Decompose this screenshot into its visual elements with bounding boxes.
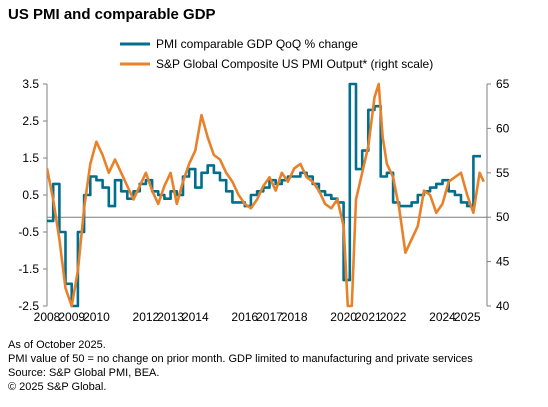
right-tick-label: 55	[496, 166, 510, 180]
series-layer	[47, 82, 485, 308]
x-tick-label: 2024	[429, 310, 456, 324]
series-line-pmi	[47, 82, 485, 308]
right-tick-label: 60	[496, 121, 510, 135]
left-tick-label: 1.5	[22, 151, 39, 165]
note-copyright: © 2025 S&P Global.	[8, 381, 107, 393]
x-tick-label: 2025	[454, 310, 481, 324]
x-tick-label: 2018	[281, 310, 308, 324]
axis-layer: -2.5 -1.5 -0.5 0.5 1.5 2.5 3.5 40 45 50 55 60 65 2008…	[18, 77, 509, 324]
x-tick-label: 2017	[256, 310, 283, 324]
x-tick-label: 2013	[157, 310, 184, 324]
chart-area: -2.5 -1.5 -0.5 0.5 1.5 2.5 3.5 40 45 50 55 60 65 2008…	[18, 37, 509, 324]
x-tick-label: 2021	[355, 310, 382, 324]
right-tick-label: 50	[496, 210, 510, 224]
x-tick-label: 2012	[133, 310, 160, 324]
left-tick-label: 0.5	[22, 188, 39, 202]
legend-label-pmi: S&P Global Composite US PMI Output* (rig…	[156, 57, 433, 71]
left-tick-label: 3.5	[22, 77, 39, 91]
left-tick-label: 2.5	[22, 114, 39, 128]
note-source: Source: S&P Global PMI, BEA.	[8, 367, 160, 379]
x-tick-label: 2022	[380, 310, 407, 324]
x-tick-label: 2009	[58, 310, 85, 324]
x-tick-label: 2008	[34, 310, 61, 324]
left-tick-label: -1.5	[18, 262, 39, 276]
left-tick-label: -2.5	[18, 299, 39, 313]
chart-svg: -2.5 -1.5 -0.5 0.5 1.5 2.5 3.5 40 45 50 55 60 65 2008…	[18, 37, 509, 324]
left-tick-label: -0.5	[18, 225, 39, 239]
legend-label-gdp: PMI comparable GDP QoQ % change	[156, 37, 358, 51]
note-date: As of October 2025.	[8, 339, 106, 351]
chart-notes: As of October 2025. PMI value of 50 = no…	[8, 338, 473, 394]
x-tick-label: 2014	[182, 310, 209, 324]
x-tick-label: 2010	[83, 310, 110, 324]
x-tick-label: 2016	[231, 310, 258, 324]
legend: PMI comparable GDP QoQ % change S&P Globa…	[120, 37, 433, 71]
right-tick-label: 40	[496, 299, 510, 313]
x-tick-label: 2020	[330, 310, 357, 324]
chart-title: US PMI and comparable GDP	[8, 6, 216, 23]
series-line-gdp	[47, 82, 481, 308]
right-tick-label: 65	[496, 77, 510, 91]
note-definition: PMI value of 50 = no change on prior mon…	[8, 353, 473, 365]
right-tick-label: 45	[496, 255, 510, 269]
